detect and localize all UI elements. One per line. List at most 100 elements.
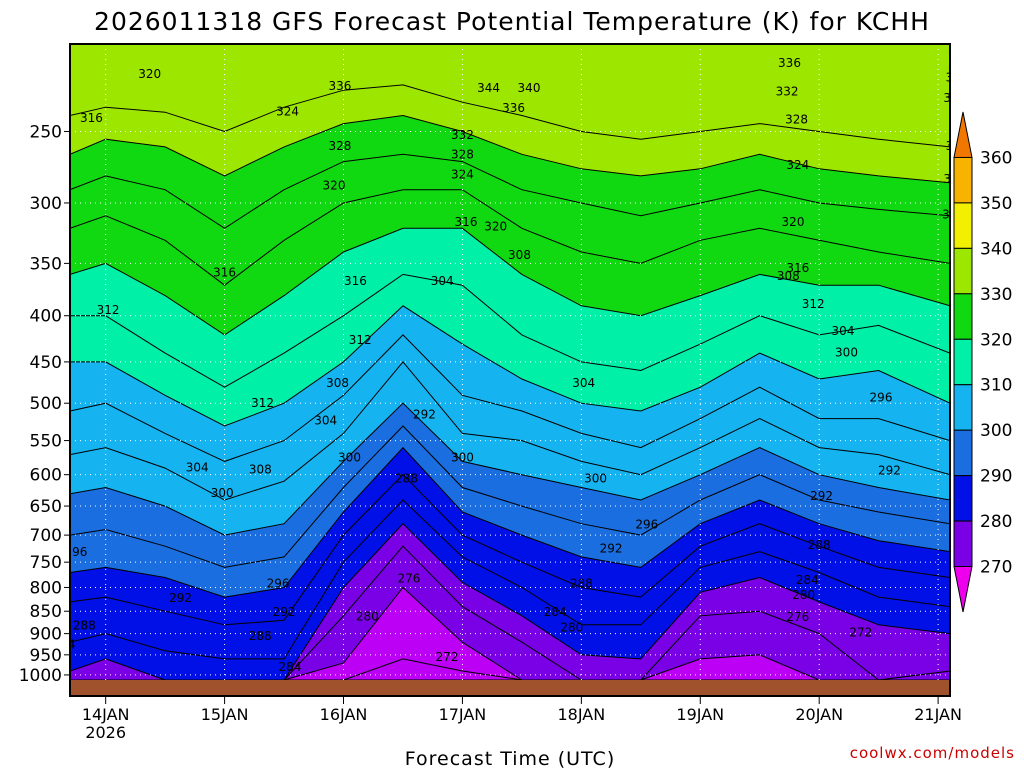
contour-label: 316 (213, 266, 236, 280)
contour-label: 312 (349, 333, 372, 347)
contour-label: 304 (572, 376, 595, 390)
contour-label: 284 (796, 573, 819, 587)
colorbar-swatch (953, 338, 973, 386)
contour-label: 324 (451, 168, 474, 182)
contour-label: 320 (484, 220, 507, 234)
isentrope-320 (70, 305, 950, 427)
x-tick-label: 16JAN (320, 705, 368, 724)
contour-label: 336 (946, 70, 969, 84)
contour-label: 336 (328, 79, 351, 93)
contour-label: 280 (990, 577, 1013, 591)
colorbar-swatch (953, 156, 973, 204)
contour-label: 272 (436, 650, 459, 664)
contour-label: 284 (544, 605, 567, 619)
colorbar-swatch (953, 520, 973, 568)
isentrope-316 (70, 334, 950, 462)
contour-label: 316 (786, 261, 809, 275)
contour-label: 296 (870, 391, 893, 405)
isentrope-308 (70, 402, 950, 536)
y-tick-label: 550 (30, 432, 62, 452)
isentrope-332 (70, 189, 950, 286)
colorbar-tick-label: 290 (980, 467, 1012, 487)
contour-label: 296 (267, 577, 290, 591)
y-tick-label: 750 (30, 553, 62, 573)
contour-label: 336 (778, 56, 801, 70)
pressure-axis: 250 300 350 400 450 500 550 600 650 700 750 800 850 9… (19, 122, 70, 686)
contour-label: 292 (273, 605, 296, 619)
isentrope-336 (70, 153, 950, 229)
contour-label: 308 (326, 376, 349, 390)
contour-label: 300 (211, 486, 234, 500)
contour-label: 344 (948, 43, 971, 57)
contour-label: 340 (948, 58, 971, 72)
colorbar-swatch (953, 202, 973, 249)
surface-band (70, 680, 950, 696)
y-tick-label: 350 (30, 254, 62, 274)
contour-label: 292 (169, 591, 192, 605)
contour-label: 300 (584, 471, 607, 485)
contour-label: 308 (249, 462, 272, 476)
contour-label: 316 (455, 215, 478, 229)
isentrope-292 (70, 499, 950, 660)
contour-label: 288 (73, 618, 96, 632)
colorbar-tick-label: 270 (980, 558, 1012, 578)
x-tick-label: 20JAN (795, 705, 843, 724)
isentrope-340 (70, 114, 950, 184)
contour-label: 300 (338, 450, 361, 464)
contour-label: 320 (782, 215, 805, 229)
contour-label: 272 (849, 626, 872, 640)
contour-label: 284 (279, 660, 302, 674)
x-year-label: 2026 (85, 723, 126, 742)
y-tick-label: 300 (30, 194, 62, 214)
y-tick-label: 850 (30, 602, 62, 622)
contour-label: 288 (249, 629, 272, 643)
contour-label: 288 (570, 577, 593, 591)
contour-label: 320 (943, 172, 966, 186)
contour-label: 304 (832, 324, 855, 338)
colorbar-swatch (953, 475, 973, 522)
contour-label: 312 (251, 396, 274, 410)
surface-terrain (70, 680, 950, 696)
contour-label: 300 (1011, 301, 1024, 315)
contour-label: 316 (80, 111, 103, 125)
colorbar-tick-label: 350 (980, 194, 1012, 214)
contour-label: 340 (518, 81, 541, 95)
contour-label: 320 (323, 179, 346, 193)
colorbar-top-arrow (953, 111, 973, 158)
contour-label: 336 (502, 101, 525, 115)
x-tick-label: 19JAN (676, 705, 724, 724)
y-tick-label: 900 (30, 625, 62, 645)
credit-text: coolwx.com/models (850, 744, 1015, 762)
colorbar-swatch (953, 293, 973, 340)
y-tick-label: 650 (30, 497, 62, 517)
fill-band-280 (70, 587, 950, 696)
contour-label: 284 (1017, 550, 1024, 564)
y-tick-label: 1000 (19, 666, 62, 686)
y-tick-label: 950 (30, 646, 62, 666)
contour-label: 296 (64, 545, 87, 559)
x-tick-label: 14JAN (82, 705, 130, 724)
colorbar-tick-label: 340 (980, 239, 1012, 259)
contour-label: 292 (413, 408, 436, 422)
contour-label: 292 (600, 542, 623, 556)
isentrope-300 (70, 446, 950, 598)
contour-label: 332 (943, 91, 966, 105)
contour-label: 292 (810, 489, 833, 503)
y-tick-label: 700 (30, 526, 62, 546)
contour-label: 324 (946, 139, 969, 153)
contour-label: 276 (998, 605, 1021, 619)
isentrope-296 (70, 473, 950, 626)
contour-label: 276 (786, 610, 809, 624)
contour-label: 304 (431, 274, 454, 288)
contour-label: 328 (328, 139, 351, 153)
contour-label: 280 (356, 609, 379, 623)
colorbar-tick-label: 310 (980, 376, 1012, 396)
colorbar-tick-label: 360 (980, 148, 1012, 168)
y-tick-label: 250 (30, 122, 62, 142)
x-tick-label: 21JAN (914, 705, 962, 724)
contour-label: 284 (53, 638, 76, 652)
isentrope-328 (70, 227, 950, 336)
contour-label: 276 (397, 572, 420, 586)
